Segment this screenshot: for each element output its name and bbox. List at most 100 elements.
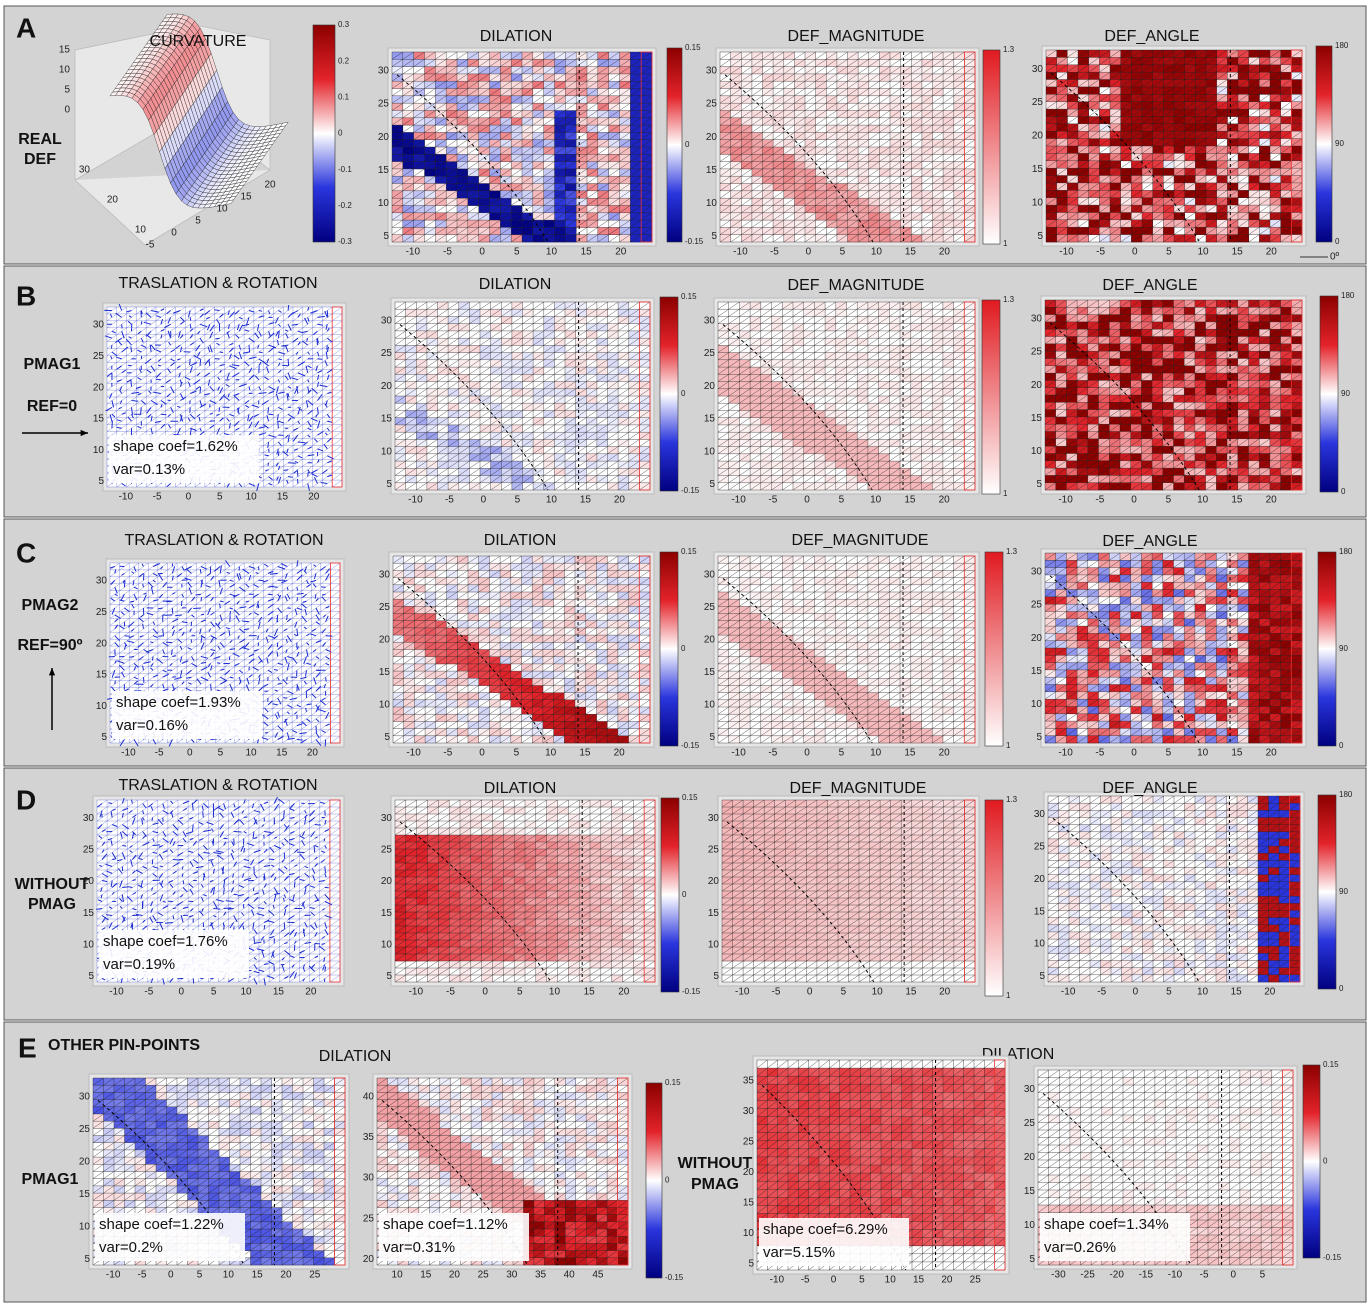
colorbar: [1320, 296, 1338, 492]
heatmap-cell: [1217, 213, 1228, 221]
x-tick-label: -10: [731, 495, 746, 506]
heatmap-cell: [1089, 168, 1100, 176]
colorbar: [660, 552, 678, 746]
colorbar-tick-label: 0.3: [338, 20, 350, 29]
heatmap-cell: [1217, 94, 1228, 102]
y-tick-label: 25: [381, 348, 393, 359]
plot-title: DILATION: [484, 532, 557, 549]
heatmap-cell: [1249, 65, 1260, 73]
heatmap-cell: [1153, 205, 1164, 213]
colorbar: [660, 297, 678, 491]
plot-title: DEF_ANGLE: [1102, 277, 1197, 294]
heatmap-cell: [1217, 198, 1228, 206]
heatmap-cell: [1057, 198, 1068, 206]
x-tick-label: 10: [871, 247, 883, 258]
heatmap-cell: [1281, 205, 1292, 213]
heatmap-cell: [1121, 102, 1132, 110]
x-tick-label: -5: [443, 247, 452, 258]
heatmap-cell: [1153, 65, 1164, 73]
side-label: PMAG1: [24, 356, 81, 373]
heatmap-cell: [1249, 190, 1260, 198]
heatmap-cell: [1217, 176, 1228, 184]
heatmap-cell: [1057, 220, 1068, 228]
x-tick-label: 0: [479, 748, 485, 759]
y-tick-label: 30: [1032, 64, 1044, 75]
heatmap-cell: [1217, 183, 1228, 191]
heatmap-cell: [1249, 94, 1260, 102]
heatmap-cell: [1185, 57, 1196, 65]
y-tick-label: 20: [381, 381, 393, 392]
heatmap-cell: [1089, 72, 1100, 80]
heatmap-cell: [1153, 190, 1164, 198]
heatmap-cell: [1249, 183, 1260, 191]
heatmap-cell: [1089, 213, 1100, 221]
heatmap-cell: [1185, 72, 1196, 80]
colorbar-tick-label: 0.15: [681, 292, 697, 301]
heatmap-cell: [1057, 213, 1068, 221]
y-tick-label: 15: [96, 670, 108, 681]
angle-note: 0º: [1330, 252, 1340, 263]
heatmap-cell: [1089, 65, 1100, 73]
heatmap-cell: [1057, 124, 1068, 132]
y-tick-label: 25: [96, 607, 108, 618]
heatmap-cell: [1281, 168, 1292, 176]
heatmap-cell: [1153, 94, 1164, 102]
heatmap-cell: [1249, 227, 1260, 235]
heatmap-cell: [1057, 190, 1068, 198]
colorbar-tick-label: 0: [681, 644, 686, 653]
heatmap-cell: [1121, 168, 1132, 176]
heatmap-cell: [1089, 87, 1100, 95]
heatmap-cell: [1121, 235, 1132, 243]
y-tick-label: 10: [96, 701, 108, 712]
colorbar-tick-label: 1: [1003, 239, 1008, 248]
y-tick-label: 10: [704, 446, 716, 457]
y-tick-label: 5: [1037, 231, 1043, 242]
x-tick-label: 10: [870, 495, 882, 506]
y-tick-label: 20: [706, 132, 718, 143]
x-tick-label: 15: [581, 247, 593, 258]
heatmap-cell: [1153, 50, 1164, 58]
heatmap-cell: [1057, 57, 1068, 65]
colorbar-tick-label: 0.2: [338, 56, 350, 65]
heatmap-cell: [1281, 161, 1292, 169]
x-tick-label: 20: [939, 247, 951, 258]
x-tick-label: -10: [1058, 495, 1073, 506]
y-tick-label: 15: [378, 165, 390, 176]
heatmap-cell: [1153, 161, 1164, 169]
plot-title: TRASLATION & ROTATION: [118, 275, 317, 292]
heatmap-cell: [1153, 213, 1164, 221]
side-label: PMAG2: [22, 597, 79, 614]
x-tick-label: 10: [246, 492, 258, 503]
heatmap-cell: [1057, 94, 1068, 102]
heatmap-cell: [1121, 176, 1132, 184]
x-tick-label: 5: [840, 247, 846, 258]
heatmap-cell: [1057, 72, 1068, 80]
heatmap-cell: [1185, 131, 1196, 139]
y-tick-label: 5: [709, 732, 715, 743]
heatmap-cell: [1185, 117, 1196, 125]
heatmap-cell: [1217, 131, 1228, 139]
y-tick-label: 10: [1031, 446, 1043, 457]
heatmap-cell: [1121, 227, 1132, 235]
heatmap-cell: [1121, 153, 1132, 161]
x-tick-label: 0: [479, 247, 485, 258]
heatmap-cell: [1249, 87, 1260, 95]
y-tick-label: 5: [101, 732, 107, 743]
colorbar-tick-label: -0.15: [681, 486, 700, 495]
side-label: REF=90º: [18, 637, 83, 654]
heatmap-cell: [1281, 50, 1292, 58]
heatmap-cell: [1249, 220, 1260, 228]
heatmap-cell: [1121, 190, 1132, 198]
heatmap-cell: [1121, 80, 1132, 88]
heatmap-cell: [1089, 205, 1100, 213]
x-tick-label: -5: [445, 495, 454, 506]
heatmap-cell: [1249, 153, 1260, 161]
panel-label: A: [16, 12, 36, 43]
heatmap-cell: [1121, 117, 1132, 125]
heatmap-cell: [1121, 57, 1132, 65]
panel-label: B: [16, 280, 36, 311]
y-tick-label: 10: [93, 445, 105, 456]
x-tick-label: -5: [768, 748, 777, 759]
heatmap-cell: [1057, 168, 1068, 176]
heatmap-cell: [1281, 117, 1292, 125]
